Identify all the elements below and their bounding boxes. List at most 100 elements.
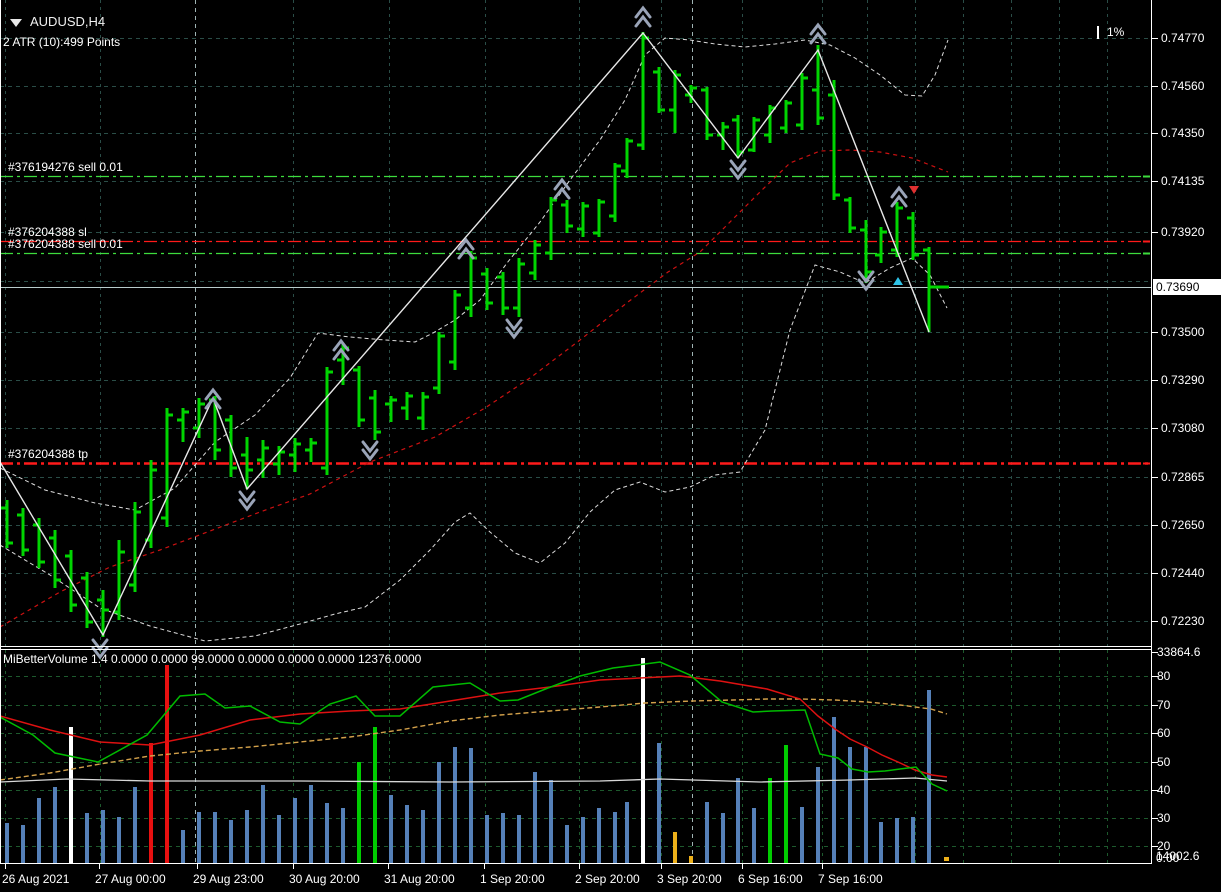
upper-band-line <box>0 37 949 511</box>
swing-high-arrow-icon <box>634 5 652 19</box>
price-axis-label: 0.72440 <box>1161 566 1205 580</box>
volume-bar <box>133 787 137 863</box>
volume-bar <box>389 795 393 863</box>
volume-bar <box>325 803 329 863</box>
volume-bar <box>768 778 772 863</box>
volume-bar <box>437 762 441 863</box>
volume-bar <box>533 772 537 863</box>
price-axis-label: 0.72865 <box>1161 470 1205 484</box>
volume-bar <box>165 665 169 863</box>
volume-bar <box>517 815 521 863</box>
volume-red-ma-line <box>0 675 948 778</box>
percent-scale: 1% <box>1097 25 1125 40</box>
volume-bar <box>405 805 409 863</box>
volume-green-ma-line <box>0 661 948 792</box>
swing-high-arrow-icon <box>332 338 350 352</box>
volume-bar <box>705 802 709 863</box>
volume-axis-label: 70 <box>1157 698 1171 712</box>
volume-bar <box>657 743 661 863</box>
volume-bar <box>101 810 105 863</box>
order-line-label: #376194276 sell 0.01 <box>8 160 123 174</box>
price-axis-label: 0.74135 <box>1161 174 1205 188</box>
volume-bar <box>149 743 153 863</box>
swing-low-arrow-icon <box>505 326 523 340</box>
time-axis-label[interactable]: 6 Sep 16:00 <box>738 872 803 886</box>
time-axis-label[interactable]: 26 Aug 2021 <box>2 872 70 886</box>
swing-low-arrow-icon <box>238 490 256 504</box>
zigzag-line <box>0 31 930 637</box>
volume-bar <box>213 812 217 863</box>
time-axis-label[interactable]: 7 Sep 16:00 <box>818 872 883 886</box>
volume-tan-dashed-line <box>0 698 948 781</box>
volume-bar <box>485 815 489 863</box>
swing-high-arrow-icon <box>204 387 222 401</box>
volume-axis-label-overlap: 0.00 <box>1156 851 1180 865</box>
time-axis-label[interactable]: 3 Sep 20:00 <box>657 872 722 886</box>
volume-bar <box>816 767 820 863</box>
volume-bar <box>752 808 756 863</box>
volume-bar <box>565 825 569 863</box>
price-axis-label: 0.74560 <box>1161 79 1205 93</box>
volume-bar <box>37 798 41 863</box>
percent-label: 1% <box>1107 25 1125 39</box>
dropdown-arrow-icon[interactable] <box>10 18 22 27</box>
swing-high-arrow-icon <box>553 177 571 191</box>
volume-axis-label: 40 <box>1157 783 1171 797</box>
swing-high-arrow-icon <box>890 185 908 199</box>
volume-axis-label: 80 <box>1157 669 1171 683</box>
time-axis-label[interactable]: 27 Aug 00:00 <box>95 872 166 886</box>
volume-bar <box>613 812 617 863</box>
volume-axis-label: 30 <box>1157 811 1171 825</box>
swing-high-arrow-icon <box>634 14 652 28</box>
swing-high-arrow-icon <box>457 237 475 251</box>
volume-bar <box>721 813 725 863</box>
time-axis-label[interactable]: 1 Sep 20:00 <box>480 872 545 886</box>
order-line-label: #376204388 sell 0.01 <box>8 237 123 251</box>
volume-bar <box>597 808 601 863</box>
volume-bar <box>341 808 345 863</box>
volume-bar <box>229 820 233 863</box>
sell-signal-arrow-icon <box>909 186 919 194</box>
volume-axis-label-overlap: 14002.6 <box>1156 849 1200 863</box>
volume-bar <box>501 813 505 863</box>
volume-bar <box>261 785 265 863</box>
volume-marker-dot <box>944 857 949 861</box>
red-ma-line <box>0 149 949 628</box>
swing-high-arrow-icon <box>553 186 571 200</box>
price-axis-label: 0.74770 <box>1161 31 1205 45</box>
volume-bar <box>911 817 915 863</box>
time-axis-label[interactable]: 31 Aug 20:00 <box>384 872 455 886</box>
volume-bar <box>469 748 473 863</box>
volume-bar <box>21 825 25 863</box>
symbol-timeframe-label: AUDUSD,H4 <box>30 14 106 29</box>
volume-bar <box>197 812 201 863</box>
price-axis-label: 0.73920 <box>1161 225 1205 239</box>
price-axis-label: 0.73500 <box>1161 325 1205 339</box>
volume-bar <box>549 780 553 863</box>
price-axis-label: 0.73080 <box>1161 421 1205 435</box>
buy-signal-arrow-icon <box>893 277 903 285</box>
time-axis-label[interactable]: 2 Sep 20:00 <box>575 872 640 886</box>
ohlc-bars <box>1 32 935 637</box>
order-line-label: #376204388 sl <box>8 225 87 239</box>
time-axis-label[interactable]: 29 Aug 23:00 <box>193 872 264 886</box>
symbol-selector[interactable]: AUDUSD,H4 <box>10 15 105 29</box>
volume-bar <box>784 745 788 863</box>
swing-low-arrow-icon <box>505 318 523 332</box>
volume-bar <box>293 798 297 863</box>
current-price-badge: 0.73690 <box>1153 279 1221 295</box>
percent-marker-icon <box>1097 26 1099 40</box>
time-axis-label[interactable]: 30 Aug 20:00 <box>289 872 360 886</box>
swing-high-arrow-icon <box>809 31 827 45</box>
swing-low-arrow-icon <box>857 278 875 292</box>
volume-bar <box>277 815 281 863</box>
volume-bar <box>800 807 804 863</box>
volume-bar <box>5 823 9 863</box>
price-axis-label: 0.72230 <box>1161 614 1205 628</box>
volume-bar <box>421 810 425 863</box>
volume-bar <box>864 747 868 863</box>
volume-bar <box>181 830 185 863</box>
order-line-label: #376204388 tp <box>8 447 89 461</box>
